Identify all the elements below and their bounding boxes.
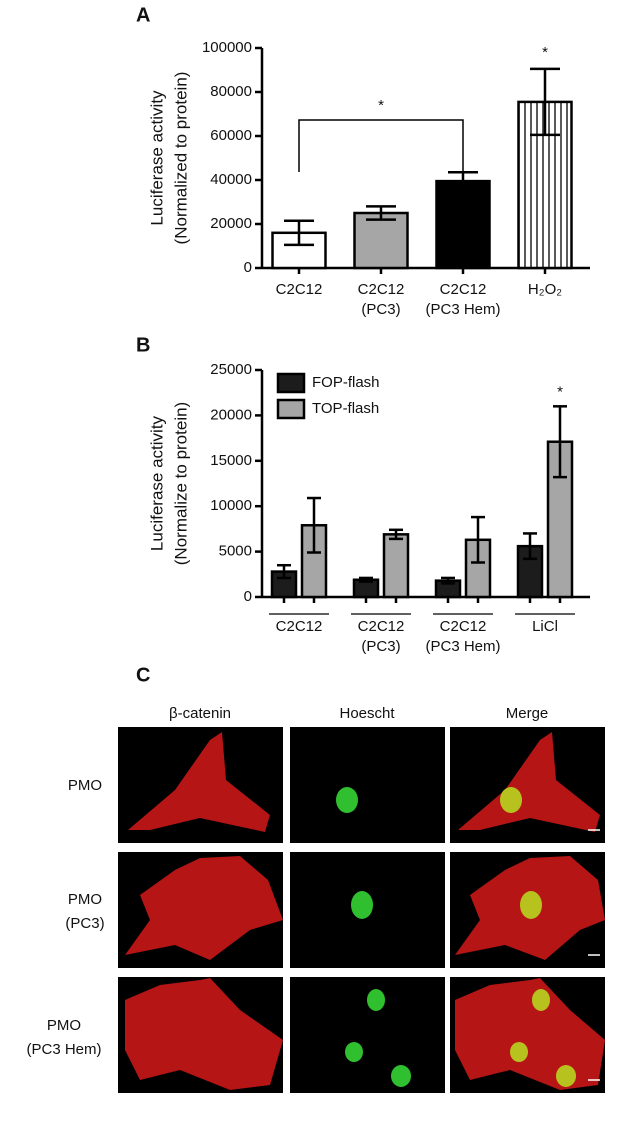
row-label: PMO bbox=[47, 1017, 81, 1034]
cell bbox=[125, 856, 283, 960]
y-tick-label: 5000 bbox=[219, 543, 252, 560]
nucleus bbox=[532, 989, 550, 1011]
significance-bracket bbox=[298, 119, 464, 178]
y-tick-label: 0 bbox=[244, 259, 252, 276]
y-tick-label: 100000 bbox=[202, 39, 252, 56]
column-header: Hoescht bbox=[339, 705, 395, 722]
annotation: * bbox=[557, 383, 563, 400]
annotation: * bbox=[542, 44, 548, 61]
panel-label: B bbox=[136, 334, 150, 356]
panel-label: C bbox=[136, 664, 150, 686]
x-tick-label: LiCl bbox=[532, 618, 558, 635]
charts: A Luciferase activity (Normalized to prote… bbox=[136, 4, 590, 655]
micrograph bbox=[290, 977, 445, 1093]
row-label: (PC3 Hem) bbox=[26, 1041, 101, 1058]
y-tick-label: 15000 bbox=[210, 452, 252, 469]
x-tick-label: C2C12 bbox=[276, 281, 323, 298]
legend-label: FOP-flash bbox=[312, 374, 380, 391]
bar bbox=[353, 211, 409, 270]
x-tick-label: C2C12 bbox=[358, 281, 405, 298]
row-label: PMO bbox=[68, 777, 102, 794]
x-tick-label: C2C12 bbox=[440, 618, 487, 635]
cell bbox=[458, 732, 600, 832]
y-axis-label: (Normalized to protein) bbox=[171, 72, 190, 245]
y-axis-label: Luciferase activity bbox=[147, 90, 166, 226]
y-tick-label: 20000 bbox=[210, 215, 252, 232]
nucleus bbox=[510, 1042, 528, 1062]
y-tick-label: 40000 bbox=[210, 171, 252, 188]
nucleus bbox=[351, 891, 373, 919]
nucleus bbox=[391, 1065, 411, 1087]
x-tick-label: C2C12 bbox=[440, 281, 487, 298]
nucleus bbox=[556, 1065, 576, 1087]
micrograph bbox=[290, 727, 445, 843]
x-tick-label: (PC3 Hem) bbox=[425, 301, 500, 318]
x-tick-label: C2C12 bbox=[276, 618, 323, 635]
y-tick-label: 10000 bbox=[210, 497, 252, 514]
cell bbox=[125, 978, 283, 1090]
legend-swatch bbox=[276, 398, 306, 420]
bar bbox=[435, 179, 491, 270]
annotation: * bbox=[378, 97, 384, 114]
legend-label: TOP-flash bbox=[312, 400, 379, 417]
cell bbox=[455, 978, 605, 1090]
nucleus bbox=[336, 787, 358, 813]
x-tick-label: C2C12 bbox=[358, 618, 405, 635]
y-tick-label: 80000 bbox=[210, 83, 252, 100]
micrographs bbox=[118, 727, 605, 1093]
column-header: Merge bbox=[506, 705, 549, 722]
nucleus bbox=[367, 989, 385, 1011]
y-tick-label: 25000 bbox=[210, 361, 252, 378]
nucleus bbox=[500, 787, 522, 813]
row-label: PMO bbox=[68, 891, 102, 908]
y-axis-label: (Normalize to protein) bbox=[171, 402, 190, 565]
nucleus bbox=[520, 891, 542, 919]
x-tick-label: (PC3 Hem) bbox=[425, 638, 500, 655]
y-tick-label: 0 bbox=[244, 588, 252, 605]
cell bbox=[128, 732, 270, 832]
x-tick-label: H₂O₂ bbox=[528, 281, 562, 298]
y-axis-label: Luciferase activity bbox=[147, 415, 166, 551]
bar bbox=[382, 533, 410, 599]
y-tick-label: 60000 bbox=[210, 127, 252, 144]
nucleus bbox=[345, 1042, 363, 1062]
x-tick-label: (PC3) bbox=[361, 301, 400, 318]
y-tick-label: 20000 bbox=[210, 406, 252, 423]
row-label: (PC3) bbox=[65, 915, 104, 932]
panel-label: A bbox=[136, 4, 150, 26]
column-header: β-catenin bbox=[169, 705, 231, 722]
legend-swatch bbox=[276, 372, 306, 394]
x-tick-label: (PC3) bbox=[361, 638, 400, 655]
